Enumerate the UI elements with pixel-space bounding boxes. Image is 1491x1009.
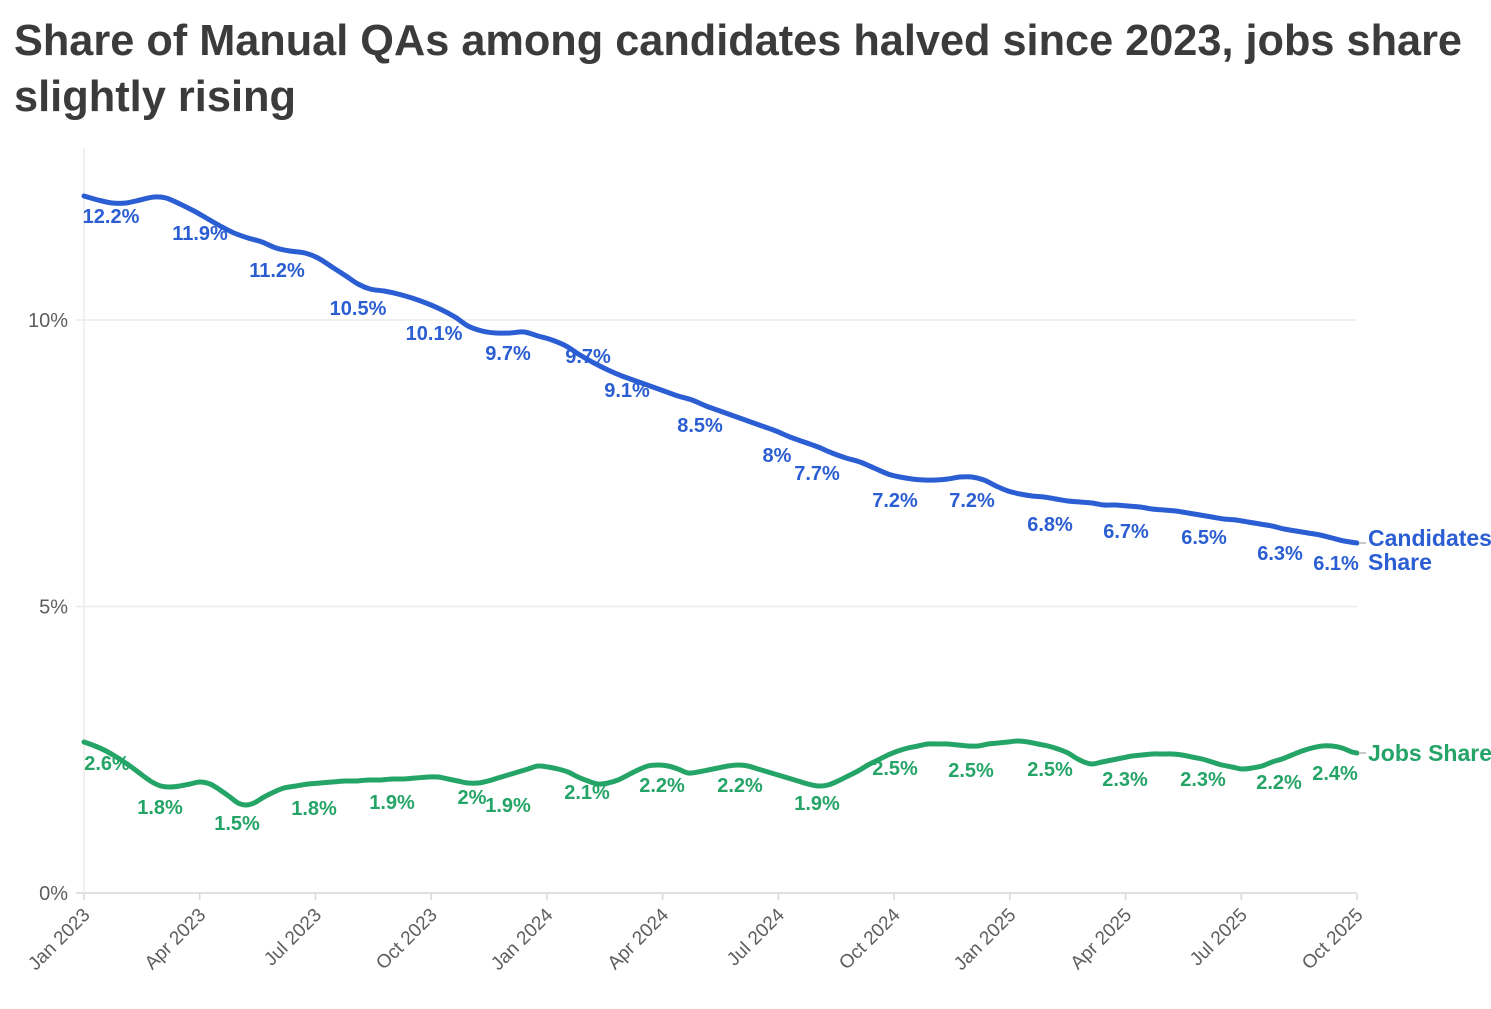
x-tick-label: Oct 2023 xyxy=(372,905,441,974)
candidates-share-data-label: 11.2% xyxy=(249,260,305,282)
candidates-share-data-label: 11.9% xyxy=(172,223,228,245)
chart-title-line1: Share of Manual QAs among candidates hal… xyxy=(14,16,1462,65)
candidates-share-data-label: 6.5% xyxy=(1181,527,1227,549)
x-tick-label: Apr 2024 xyxy=(604,904,674,974)
candidates-share-data-label: 7.2% xyxy=(872,490,918,512)
x-tick-label: Jul 2023 xyxy=(260,905,326,971)
candidates-share-data-label: 7.2% xyxy=(949,490,995,512)
chart-title-line2: slightly rising xyxy=(14,72,296,121)
candidates-share-data-label: 10.1% xyxy=(406,323,463,345)
candidates-share-data-label: 12.2% xyxy=(83,206,140,228)
jobs-share-data-label: 1.9% xyxy=(794,793,840,815)
candidates-share-data-label: 10.5% xyxy=(330,298,387,320)
x-tick-label: Jul 2025 xyxy=(1186,905,1252,971)
jobs-share-data-label: 1.9% xyxy=(369,792,415,814)
y-tick-label: 10% xyxy=(28,310,68,332)
jobs-share-data-label: 2.4% xyxy=(1312,763,1358,785)
y-tick-label: 0% xyxy=(39,883,68,905)
candidates-share-series-label: Candidates xyxy=(1368,525,1491,551)
jobs-share-data-label: 1.8% xyxy=(291,798,337,820)
x-tick-label: Oct 2025 xyxy=(1298,905,1367,974)
candidates-share-data-label: 7.7% xyxy=(794,463,840,485)
x-tick-label: Jul 2024 xyxy=(723,904,789,970)
x-tick-label: Oct 2024 xyxy=(835,904,905,974)
y-tick-label: 5% xyxy=(39,597,68,619)
candidates-share-data-label: 8.5% xyxy=(677,415,723,437)
x-tick-label: Jan 2025 xyxy=(950,905,1020,975)
data-labels: 12.2% 11.9% 11.2% 10.5% 10.1% 9.7% 9.7% 9.1% 8.5… xyxy=(83,206,1359,835)
x-tick-label: Jan 2023 xyxy=(24,905,94,975)
candidates-share-data-label: 6.1% xyxy=(1313,553,1359,575)
candidates-share-data-label: 6.3% xyxy=(1257,543,1303,565)
jobs-share-line xyxy=(81,738,1360,808)
gridlines xyxy=(76,319,1357,894)
jobs-share-data-label: 2.1% xyxy=(564,782,610,804)
x-tick-label: Apr 2025 xyxy=(1067,905,1136,974)
candidates-share-data-label: 9.7% xyxy=(565,346,611,368)
candidates-share-data-label: 6.7% xyxy=(1103,521,1149,543)
jobs-share-data-label: 1.5% xyxy=(214,813,260,835)
axes: 0% 5% 10% Jan 2023 Apr 2023 Jul 2023 Oct 2023 J… xyxy=(24,148,1368,975)
x-tick-label: Jan 2024 xyxy=(487,904,557,974)
x-tick-label: Apr 2023 xyxy=(141,905,210,974)
jobs-share-data-label: 2.2% xyxy=(717,775,763,797)
candidates-share-series-label: Share xyxy=(1368,549,1432,575)
jobs-share-series-label: Jobs Share xyxy=(1368,740,1491,766)
candidates-share-data-label: 9.1% xyxy=(604,380,650,402)
jobs-share-data-label: 2.5% xyxy=(872,758,918,780)
jobs-share-data-label: 2.5% xyxy=(1027,759,1073,781)
candidates-share-data-label: 6.8% xyxy=(1027,514,1073,536)
series-lines xyxy=(81,193,1360,808)
jobs-share-data-label: 2.2% xyxy=(639,775,685,797)
jobs-share-data-label: 2.5% xyxy=(948,760,994,782)
jobs-share-data-label: 2% xyxy=(458,787,487,809)
candidates-share-data-label: 9.7% xyxy=(485,343,531,365)
jobs-share-data-label: 2.3% xyxy=(1102,769,1148,791)
candidates-share-line xyxy=(81,193,1360,546)
jobs-share-data-label: 2.6% xyxy=(84,753,130,775)
jobs-share-data-label: 1.9% xyxy=(485,795,531,817)
jobs-share-data-label: 2.3% xyxy=(1180,769,1226,791)
jobs-share-data-label: 1.8% xyxy=(137,797,183,819)
candidates-share-data-label: 8% xyxy=(763,445,792,467)
jobs-share-data-label: 2.2% xyxy=(1256,772,1302,794)
